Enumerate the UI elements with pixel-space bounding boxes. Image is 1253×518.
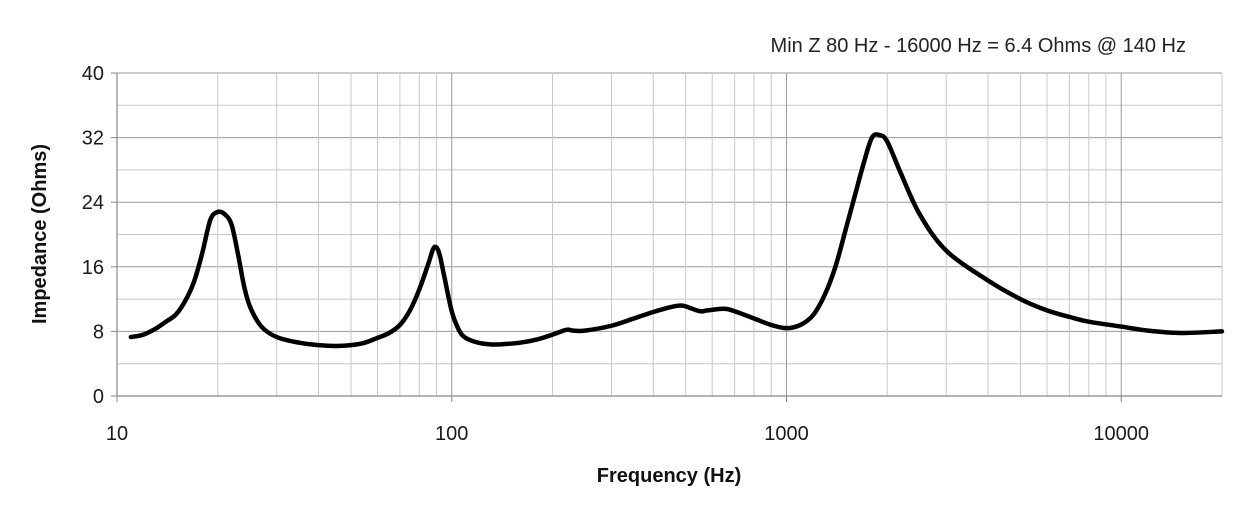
x-axis-title: Frequency (Hz) <box>597 465 741 487</box>
y-tick-label: 32 <box>82 128 104 150</box>
x-tick-label: 10 <box>106 423 128 445</box>
impedance-series-line <box>128 132 1225 349</box>
y-axis-title: Impedance (Ohms) <box>29 144 51 324</box>
x-tick-label: 1000 <box>764 423 809 445</box>
x-tick-label: 10000 <box>1093 423 1149 445</box>
y-tick-label: 40 <box>82 63 104 85</box>
y-tick-label: 8 <box>93 321 104 343</box>
x-tick-label: 100 <box>435 423 468 445</box>
min-impedance-annotation: Min Z 80 Hz - 16000 Hz = 6.4 Ohms @ 140 … <box>771 35 1186 57</box>
axes <box>111 72 1222 402</box>
tick-labels: 0 8 16 24 32 40 10 100 1000 10000 <box>82 63 1149 445</box>
y-tick-label: 0 <box>93 386 104 408</box>
y-tick-label: 24 <box>82 192 104 214</box>
y-tick-label: 16 <box>82 257 104 279</box>
